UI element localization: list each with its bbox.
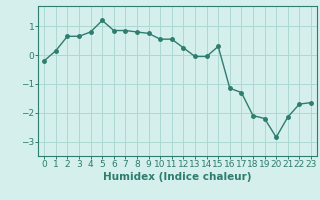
X-axis label: Humidex (Indice chaleur): Humidex (Indice chaleur) (103, 172, 252, 182)
